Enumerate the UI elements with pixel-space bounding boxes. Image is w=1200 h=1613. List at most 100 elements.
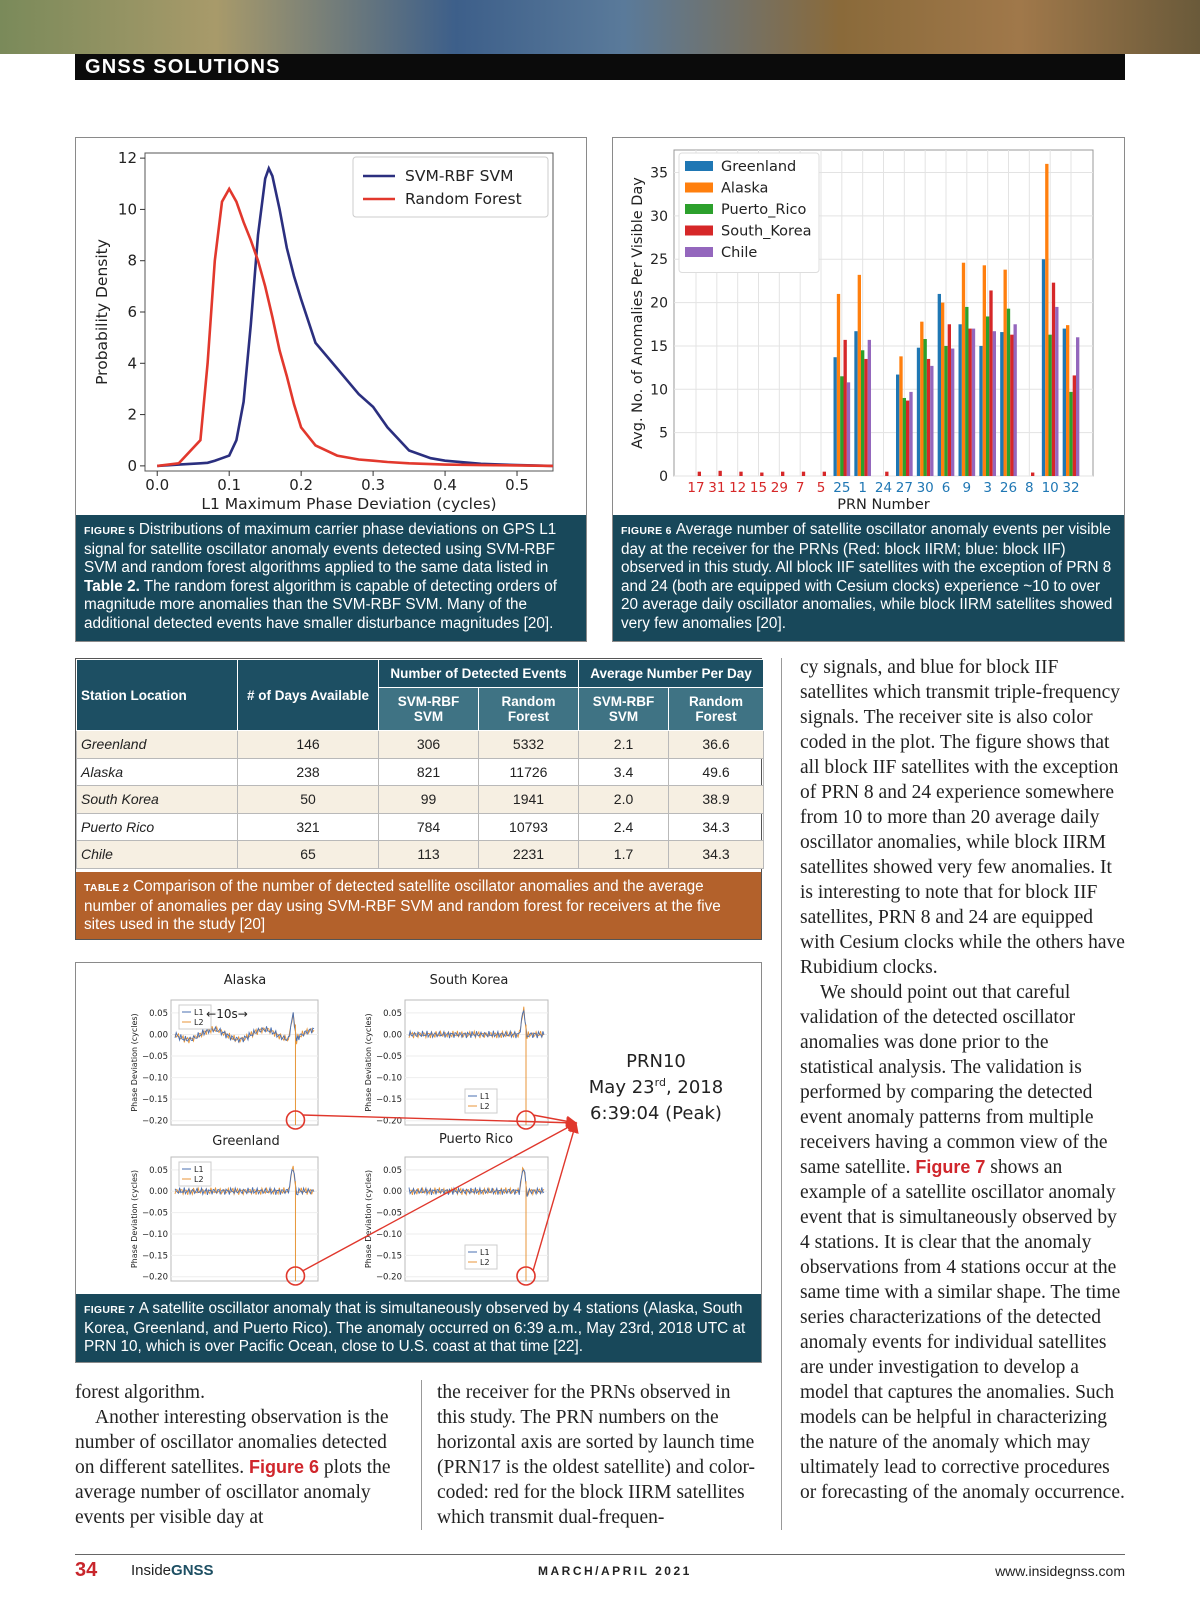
- y-tick-label: 0.05: [383, 1009, 402, 1019]
- table-cell: Greenland: [76, 730, 238, 759]
- table-row: Chile 65 113 2231 1.7 34.3: [76, 840, 765, 869]
- date-text: May 23: [589, 1077, 655, 1098]
- x-tick-label: 29: [771, 480, 788, 496]
- legend-box: [178, 1161, 212, 1187]
- table-row: Greenland 146 306 5332 2.1 36.6: [76, 730, 765, 759]
- text: Another interesting observation is the n…: [75, 1407, 389, 1478]
- figure-5-caption: FIGURE 5 Distributions of maximum carrier…: [76, 515, 586, 641]
- table-cell: 50: [237, 785, 379, 814]
- peak-circle: [516, 1266, 536, 1286]
- bar: [846, 382, 851, 476]
- y-axis-label: Probability Density: [93, 239, 111, 385]
- header-cell: SVM-RBF SVM: [578, 687, 670, 731]
- bar: [958, 324, 962, 476]
- figure-6-caption: FIGURE 6 Average number of satellite osci…: [613, 515, 1124, 641]
- x-axis-label: PRN Number: [837, 497, 930, 513]
- legend-box: [178, 1004, 212, 1030]
- paragraph: cy signals, and blue for block IIF satel…: [800, 657, 1125, 978]
- header-cell: Number of Detected Events: [377, 659, 580, 688]
- table-cell: 821: [378, 757, 479, 786]
- legend-label: Chile: [721, 245, 757, 261]
- brand-text: GNSS: [171, 1562, 214, 1579]
- bar: [941, 302, 945, 476]
- series-line: [157, 164, 554, 468]
- table-cell: Chile: [76, 840, 238, 869]
- x-tick-label: 6: [942, 480, 951, 496]
- bar: [909, 391, 913, 476]
- legend-label: L2: [480, 1258, 490, 1267]
- legend-label: Greenland: [721, 159, 796, 175]
- y-tick-label: −0.20: [142, 1273, 168, 1283]
- footer-rule: [75, 1554, 1125, 1555]
- bar: [986, 316, 990, 476]
- x-tick-label: 3: [983, 480, 992, 496]
- panel-title: Puerto Rico: [439, 1132, 513, 1147]
- signal-trace: [408, 1169, 545, 1197]
- legend-box: [464, 1244, 498, 1270]
- x-tick-label: 0.5: [505, 476, 529, 494]
- paragraph: We should point out that careful validat…: [800, 980, 1125, 1505]
- series-line: [157, 186, 554, 468]
- y-tick-label: −0.05: [376, 1209, 402, 1219]
- x-tick-label: 0.1: [217, 476, 241, 494]
- legend-label: SVM-RBF SVM: [405, 167, 513, 185]
- caption-text: A satellite oscillator anomaly that is s…: [84, 1300, 746, 1356]
- bar: [951, 348, 955, 476]
- x-tick-label: 8: [1025, 480, 1034, 496]
- paragraph: forest algorithm.: [75, 1382, 205, 1403]
- y-tick-label: 20: [650, 296, 668, 312]
- bar: [902, 397, 906, 476]
- caption-bold: Table 2.: [84, 577, 140, 595]
- peak-date: May 23rd, 2018: [589, 1076, 723, 1098]
- bar: [992, 331, 996, 476]
- y-tick-label: 6: [127, 303, 137, 321]
- legend-label: L2: [194, 1018, 204, 1027]
- bar: [906, 400, 910, 476]
- y-tick-label: 5: [659, 426, 668, 442]
- bar: [1066, 325, 1070, 476]
- y-tick-label: −0.15: [142, 1095, 168, 1105]
- caption-label: FIGURE 7: [84, 1304, 135, 1316]
- column-rule: [781, 658, 782, 1530]
- legend-box: [352, 156, 549, 218]
- y-tick-label: −0.10: [376, 1230, 402, 1240]
- y-tick-label: 10: [118, 200, 137, 218]
- column-3: cy signals, and blue for block IIF satel…: [800, 655, 1125, 1505]
- x-tick-label: 0.4: [433, 476, 457, 494]
- signal-trace: [174, 1168, 315, 1196]
- caption-label: TABLE 2: [84, 882, 130, 894]
- bar: [1069, 391, 1073, 476]
- table-cell: 146: [237, 730, 379, 759]
- table-cell: 306: [378, 730, 479, 759]
- y-tick-label: −0.20: [376, 1273, 402, 1283]
- signal-trace: [408, 1009, 545, 1039]
- caption-text: The random forest algorithm is capable o…: [84, 577, 558, 632]
- caption-text: Distributions of maximum carrier phase d…: [84, 521, 557, 577]
- bar: [1003, 269, 1007, 476]
- y-tick-label: 30: [650, 209, 668, 225]
- x-tick-label: 24: [875, 480, 892, 496]
- span-annotation: ←10s→: [206, 1007, 248, 1021]
- peak-time: 6:39:04 (Peak): [590, 1103, 722, 1124]
- section-title: GNSS SOLUTIONS: [85, 56, 281, 78]
- y-tick-label: 0.00: [149, 1187, 168, 1197]
- peak-circle: [285, 1110, 306, 1130]
- data-table: Station Location # of Days Available Numbe…: [76, 659, 765, 869]
- x-tick-label: 25: [833, 480, 850, 496]
- y-tick-label: 0.05: [149, 1009, 168, 1019]
- bar: [840, 376, 844, 476]
- legend-label: L1: [194, 1008, 204, 1017]
- bar: [857, 274, 861, 476]
- bar: [1031, 472, 1035, 476]
- panel-title: Greenland: [212, 1134, 279, 1149]
- x-tick-label: 26: [1000, 480, 1017, 496]
- y-tick-label: 8: [127, 252, 137, 270]
- bar: [923, 339, 927, 476]
- table-cell: South Korea: [76, 785, 238, 814]
- bar: [937, 293, 941, 476]
- header-cell: Random Forest: [668, 687, 765, 731]
- y-tick-label: 0: [127, 457, 137, 475]
- bar: [739, 471, 743, 476]
- bar: [864, 358, 868, 476]
